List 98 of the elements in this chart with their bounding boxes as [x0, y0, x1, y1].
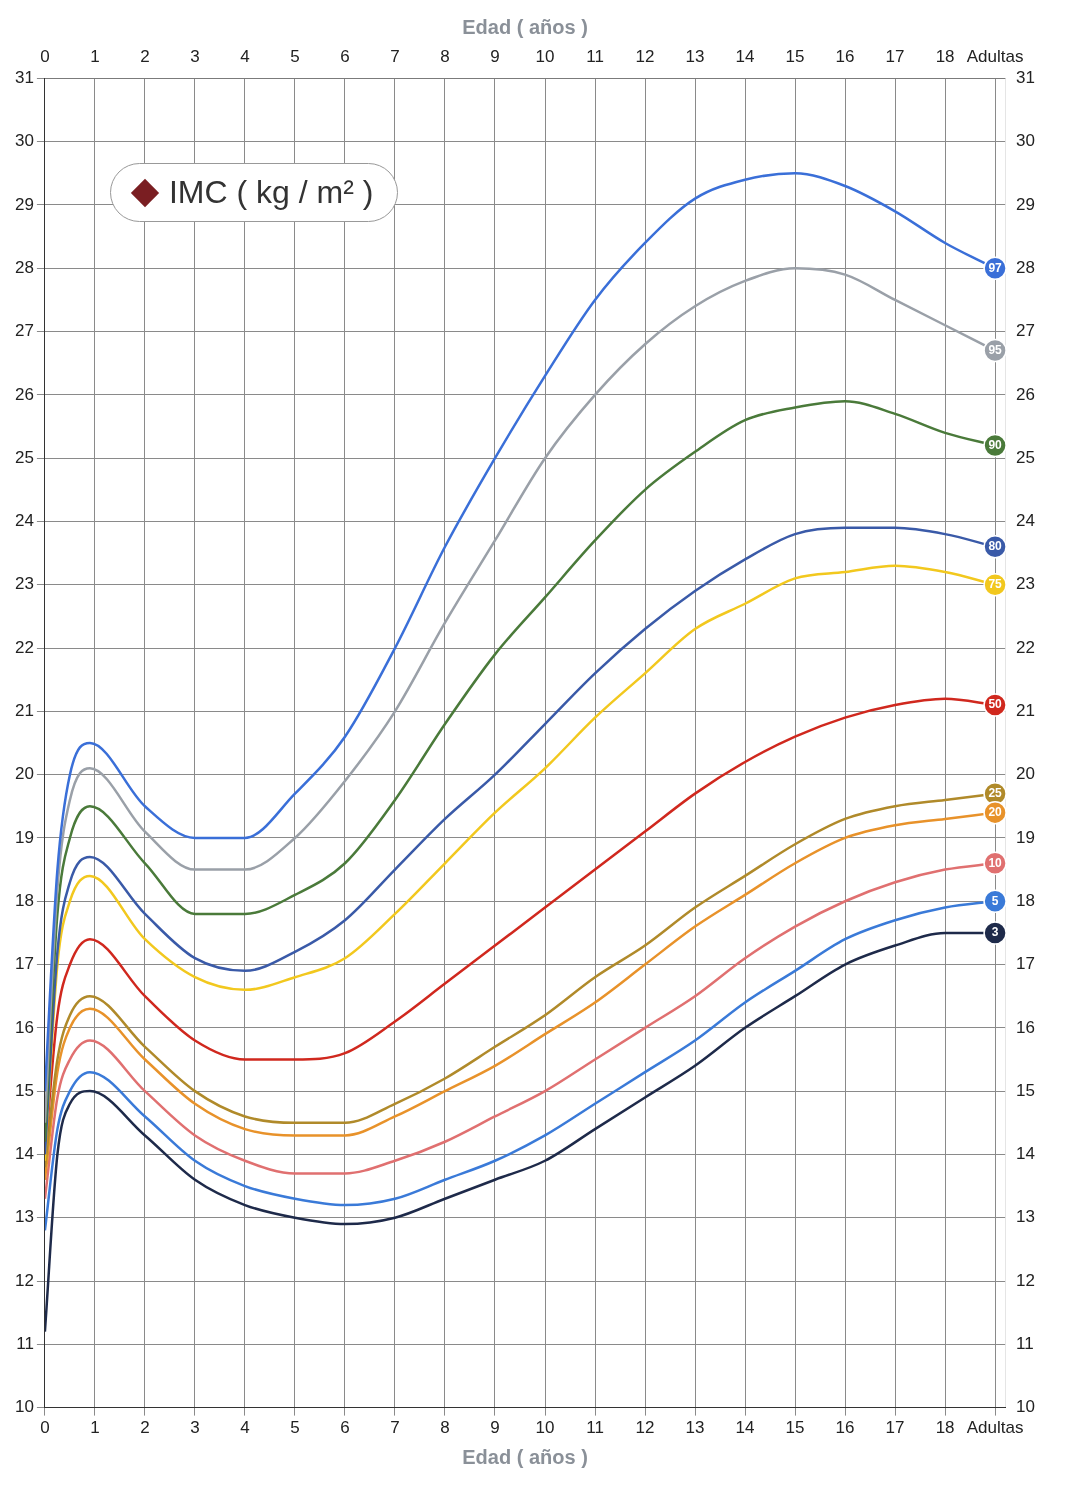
x2-tick-label: 8: [440, 46, 450, 66]
x2-tick-label: 4: [240, 46, 250, 66]
x-tick-label: 18: [935, 1418, 955, 1438]
y-tick-label: 18: [14, 890, 34, 910]
x-tick-label: 5: [290, 1418, 300, 1438]
y-tick-label: 11: [16, 1333, 34, 1353]
series-label: 80: [988, 539, 1003, 554]
y-tick-label: 24: [14, 511, 34, 531]
x2-tick-label: Adultas: [966, 46, 1024, 66]
y2-tick-label: 31: [1016, 68, 1036, 88]
y2-tick-label: 30: [1016, 131, 1036, 151]
y-tick-label: 28: [14, 257, 34, 277]
x-tick-label: 6: [340, 1418, 350, 1438]
y2-tick-label: 10: [1016, 1397, 1036, 1417]
y-tick-label: 21: [14, 701, 34, 721]
x-tick-label: 12: [635, 1418, 655, 1438]
y2-tick-label: 18: [1016, 890, 1036, 910]
y-tick-label: 15: [14, 1080, 34, 1100]
x2-tick-label: 10: [535, 46, 555, 66]
series-label: 20: [988, 804, 1003, 819]
series-label: 97: [988, 260, 1003, 275]
x-tick-label: 16: [835, 1418, 855, 1438]
x-tick-label: 4: [240, 1418, 250, 1438]
y2-tick-label: 21: [1016, 701, 1036, 721]
y-tick-label: 30: [14, 131, 34, 151]
y-tick-label: 12: [14, 1270, 34, 1290]
x-tick-label: 17: [885, 1418, 905, 1438]
y-tick-label: 19: [14, 827, 34, 847]
x-axis-title: Edad ( años ): [462, 1445, 588, 1468]
x2-tick-label: 16: [835, 46, 855, 66]
x-tick-label: 10: [535, 1418, 555, 1438]
series-label: 10: [988, 855, 1003, 870]
y2-tick-label: 22: [1016, 637, 1036, 657]
y2-tick-label: 29: [1016, 194, 1036, 214]
series-label: 5: [991, 893, 999, 908]
x2-tick-label: 13: [685, 46, 705, 66]
y-axis-title: IMC ( kg / m² ): [168, 174, 374, 212]
y-tick-label: 16: [14, 1017, 34, 1037]
x2-tick-label: 17: [885, 46, 905, 66]
y2-tick-label: 11: [1016, 1333, 1034, 1353]
y-tick-label: 26: [14, 384, 34, 404]
x2-tick-label: 1: [90, 46, 100, 66]
y-tick-label: 31: [14, 68, 34, 88]
x-tick-label: 0: [40, 1418, 50, 1438]
series-label: 25: [988, 785, 1003, 800]
x-tick-label: 11: [586, 1418, 604, 1438]
x-tick-label: 3: [190, 1418, 200, 1438]
x2-tick-label: 15: [785, 46, 805, 66]
y2-tick-label: 26: [1016, 384, 1036, 404]
y-tick-label: 23: [14, 574, 34, 594]
series-label: 75: [988, 577, 1003, 592]
y-tick-label: 14: [14, 1144, 34, 1164]
x-tick-label: 13: [685, 1418, 705, 1438]
y-tick-label: 10: [14, 1397, 34, 1417]
x2-tick-label: 0: [40, 46, 50, 66]
x2-tick-label: 12: [635, 46, 655, 66]
y-tick-label: 29: [14, 194, 34, 214]
x2-tick-label: 7: [390, 46, 400, 66]
y2-tick-label: 13: [1016, 1207, 1036, 1227]
y-tick-label: 20: [14, 764, 34, 784]
x2-tick-label: 14: [735, 46, 755, 66]
x2-tick-label: 18: [935, 46, 955, 66]
y2-tick-label: 20: [1016, 764, 1036, 784]
y2-tick-label: 12: [1016, 1270, 1036, 1290]
y2-tick-label: 27: [1016, 321, 1036, 341]
x-tick-label: 1: [90, 1418, 100, 1438]
x-tick-label: 15: [785, 1418, 805, 1438]
y2-tick-label: 28: [1016, 257, 1036, 277]
x-tick-label: Adultas: [966, 1418, 1024, 1438]
x-tick-label: 2: [140, 1418, 150, 1438]
x2-tick-label: 11: [586, 46, 604, 66]
y-tick-label: 13: [14, 1207, 34, 1227]
x2-tick-label: 3: [190, 46, 200, 66]
series-label: 3: [991, 925, 999, 940]
x2-tick-label: 5: [290, 46, 300, 66]
y2-tick-label: 16: [1016, 1017, 1036, 1037]
x2-tick-label: 2: [140, 46, 150, 66]
x2-tick-label: 9: [490, 46, 500, 66]
x-tick-label: 9: [490, 1418, 500, 1438]
y2-tick-label: 25: [1016, 447, 1036, 467]
series-label: 50: [988, 697, 1003, 712]
x2-tick-label: 6: [340, 46, 350, 66]
series-label: 90: [988, 437, 1003, 452]
x-tick-label: 7: [390, 1418, 400, 1438]
x-tick-label: 8: [440, 1418, 450, 1438]
y2-tick-label: 19: [1016, 827, 1036, 847]
y2-tick-label: 23: [1016, 574, 1036, 594]
y2-tick-label: 14: [1016, 1144, 1036, 1164]
y2-tick-label: 24: [1016, 511, 1036, 531]
y2-tick-label: 15: [1016, 1080, 1036, 1100]
y-tick-label: 22: [14, 637, 34, 657]
x-tick-label: 14: [735, 1418, 755, 1438]
y-tick-label: 17: [14, 954, 34, 974]
y-tick-label: 27: [14, 321, 34, 341]
y-tick-label: 25: [14, 447, 34, 467]
series-label: 95: [988, 342, 1003, 357]
y2-tick-label: 17: [1016, 954, 1036, 974]
x2-axis-title: Edad ( años ): [462, 15, 588, 38]
